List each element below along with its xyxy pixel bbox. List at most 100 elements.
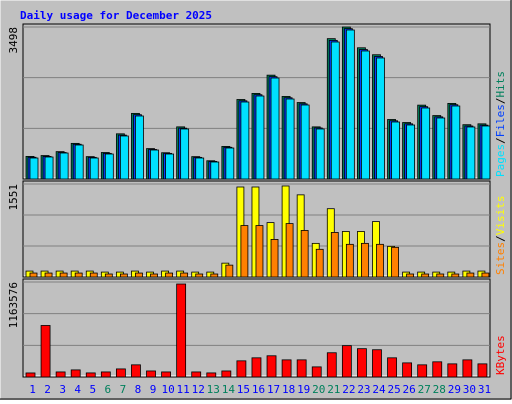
x-tick-label: 5 xyxy=(89,383,96,396)
x-tick-label: 23 xyxy=(357,383,370,396)
x-tick-label: 3 xyxy=(59,383,66,396)
bar xyxy=(462,359,473,378)
x-tick-label: 30 xyxy=(463,383,476,396)
bar xyxy=(300,230,309,278)
bar xyxy=(161,371,171,378)
bar xyxy=(85,372,96,378)
bar xyxy=(372,349,382,378)
bar xyxy=(104,273,113,278)
bar xyxy=(357,348,367,378)
bar xyxy=(176,283,187,378)
legend-entry: Hits xyxy=(494,71,507,98)
bar xyxy=(255,95,265,180)
x-tick-label: 16 xyxy=(252,383,265,396)
bar xyxy=(119,273,128,278)
bar xyxy=(89,272,98,278)
bar xyxy=(436,117,446,180)
bar xyxy=(225,147,235,180)
x-tick-label: 7 xyxy=(120,383,127,396)
bar xyxy=(406,273,415,278)
legend-separator: / xyxy=(494,137,507,144)
bar xyxy=(330,41,340,180)
x-tick-label: 11 xyxy=(177,383,190,396)
bar xyxy=(195,273,204,278)
legend-entry: Files xyxy=(494,104,507,137)
legend: Sites/Visits xyxy=(494,196,507,276)
x-tick-label: 25 xyxy=(387,383,400,396)
bar xyxy=(59,152,69,180)
x-tick-label: 13 xyxy=(207,383,220,396)
bar xyxy=(345,29,355,180)
bar xyxy=(221,370,232,378)
bar xyxy=(432,361,443,378)
bar xyxy=(315,248,324,278)
x-tick-label: 12 xyxy=(192,383,205,396)
x-tick-label: 21 xyxy=(327,383,340,396)
bar xyxy=(361,50,370,180)
bar xyxy=(44,272,53,278)
bar xyxy=(165,272,173,278)
bar xyxy=(150,149,159,180)
legend-separator: / xyxy=(494,235,507,242)
bar xyxy=(165,153,174,180)
bar xyxy=(270,239,279,278)
bar xyxy=(345,243,354,278)
x-tick-label: 10 xyxy=(161,383,174,396)
bar xyxy=(100,371,111,378)
bar xyxy=(180,272,189,278)
bar xyxy=(55,371,66,378)
x-tick-label: 18 xyxy=(282,383,295,396)
y-tick-label: 1163576 xyxy=(7,282,20,328)
bar xyxy=(311,366,322,378)
x-tick-label: 15 xyxy=(237,383,250,396)
bar xyxy=(236,360,247,378)
bar xyxy=(466,272,475,278)
bar xyxy=(417,364,428,378)
bar xyxy=(191,371,202,378)
legend-entry: Sites xyxy=(494,242,507,275)
x-tick-label: 22 xyxy=(342,383,355,396)
bar xyxy=(115,368,126,378)
bar xyxy=(74,272,83,278)
bar xyxy=(131,364,141,378)
bar xyxy=(391,246,399,278)
bar xyxy=(29,272,38,278)
x-tick-label: 19 xyxy=(297,383,310,396)
bar xyxy=(74,144,84,180)
legend-entry: Pages xyxy=(494,144,507,177)
bar xyxy=(255,225,264,278)
bar xyxy=(315,128,325,180)
legend: Pages/Files/Hits xyxy=(494,71,507,177)
bar xyxy=(361,242,369,278)
bar xyxy=(447,363,458,378)
x-tick-label: 1 xyxy=(29,383,36,396)
x-tick-label: 14 xyxy=(222,383,236,396)
x-tick-label: 4 xyxy=(74,383,81,396)
bar xyxy=(70,369,81,378)
bar xyxy=(29,157,39,180)
bar xyxy=(44,156,54,180)
bar xyxy=(135,272,143,278)
bar xyxy=(270,77,280,180)
bar xyxy=(240,101,250,180)
bar xyxy=(341,345,352,378)
x-tick-label: 24 xyxy=(372,383,386,396)
bar xyxy=(391,121,400,180)
bar xyxy=(406,124,416,180)
bar xyxy=(451,273,460,278)
bar xyxy=(436,273,445,278)
bar xyxy=(466,126,476,180)
bar xyxy=(266,355,277,378)
bar xyxy=(296,359,307,378)
bar xyxy=(251,357,262,378)
bar xyxy=(481,272,490,278)
bar xyxy=(421,107,431,180)
bar xyxy=(376,57,385,180)
bar xyxy=(104,153,114,180)
legend: KBytes xyxy=(494,335,507,375)
x-tick-label: 17 xyxy=(267,383,280,396)
bar xyxy=(150,273,158,278)
bar xyxy=(330,232,339,278)
x-tick-label: 27 xyxy=(418,383,431,396)
